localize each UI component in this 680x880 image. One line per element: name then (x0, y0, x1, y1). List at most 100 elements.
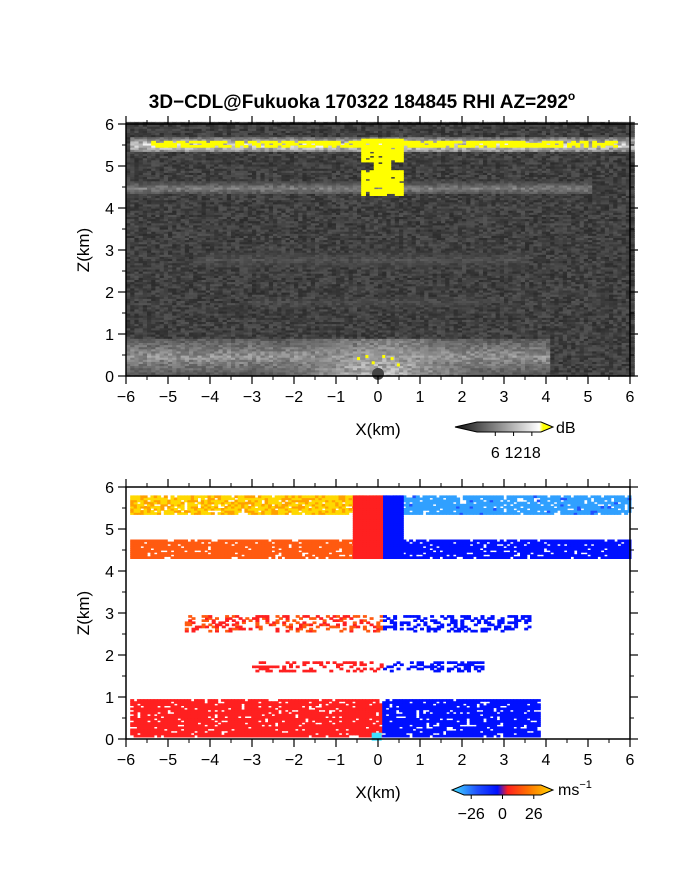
reflectivity-cell (491, 369, 497, 373)
reflectivity-cell (579, 365, 585, 369)
reflectivity-cell (386, 363, 392, 367)
reflectivity-cell (302, 363, 308, 367)
reflectivity-cell (407, 359, 413, 362)
reflectivity-cell (487, 359, 492, 362)
reflectivity-cell (457, 361, 463, 364)
reflectivity-cell (386, 359, 392, 362)
reflectivity-cell (466, 359, 471, 362)
reflectivity-cell (336, 371, 341, 375)
reflectivity-cell (449, 363, 455, 367)
reflectivity-cell (609, 361, 614, 364)
reflectivity-cell (478, 363, 484, 367)
reflectivity-cell (571, 371, 576, 375)
reflectivity-cell (478, 365, 484, 369)
reflectivity-cell (369, 369, 375, 373)
reflectivity-cell (289, 361, 295, 364)
reflectivity-cell (600, 363, 606, 367)
reflectivity-cell (407, 361, 413, 364)
reflectivity-cell (445, 371, 450, 375)
reflectivity-cell (390, 369, 396, 373)
reflectivity-cell (264, 361, 270, 364)
reflectivity-cell (407, 371, 413, 375)
reflectivity-cell (138, 359, 144, 362)
reflectivity-cell (201, 365, 207, 369)
reflectivity-cell (600, 367, 606, 371)
reflectivity-cell (617, 367, 623, 371)
reflectivity-cell (449, 365, 455, 369)
reflectivity-cell (134, 359, 140, 362)
reflectivity-cell (197, 365, 203, 369)
reflectivity-cell (567, 361, 572, 364)
reflectivity-cell (189, 367, 194, 371)
reflectivity-cell (373, 363, 379, 367)
reflectivity-cell (256, 365, 261, 369)
reflectivity-cell (189, 359, 194, 362)
reflectivity-cell (315, 369, 320, 373)
reflectivity-cell (142, 365, 148, 369)
reflectivity-cell (214, 367, 219, 371)
reflectivity-cell (189, 369, 194, 373)
reflectivity-cell (457, 371, 463, 375)
reflectivity-cell (529, 367, 534, 371)
reflectivity-cell (277, 363, 282, 367)
reflectivity-cell (327, 367, 333, 371)
reflectivity-cell (588, 365, 593, 369)
reflectivity-cell (134, 361, 140, 364)
reflectivity-cell (546, 369, 551, 373)
reflectivity-cell (516, 359, 522, 362)
reflectivity-cell (592, 365, 597, 369)
reflectivity-cell (504, 367, 509, 371)
reflectivity-cell (399, 371, 404, 375)
reflectivity-cell (445, 359, 450, 362)
reflectivity-cell (205, 361, 211, 364)
reflectivity-cell (268, 367, 274, 371)
reflectivity-cell (378, 363, 383, 367)
reflectivity-cell (558, 361, 564, 364)
reflectivity-cell (512, 359, 518, 362)
reflectivity-cell (394, 369, 400, 373)
reflectivity-cell (256, 371, 261, 375)
reflectivity-cell (302, 361, 308, 364)
reflectivity-cell (474, 363, 480, 367)
reflectivity-cell (491, 365, 497, 369)
reflectivity-cell (281, 369, 287, 373)
reflectivity-cell (285, 367, 291, 371)
reflectivity-cell (394, 367, 400, 371)
reflectivity-cell (323, 365, 329, 369)
reflectivity-cell (533, 367, 539, 371)
reflectivity-cell (273, 363, 278, 367)
reflectivity-cell (264, 363, 270, 367)
reflectivity-cell (205, 363, 211, 367)
reflectivity-cell (239, 361, 245, 364)
reflectivity-cell (189, 365, 194, 369)
reflectivity-cell (575, 365, 581, 369)
reflectivity-cell (243, 363, 249, 367)
reflectivity-cell (470, 361, 476, 364)
reflectivity-cell (436, 371, 442, 375)
reflectivity-cell (499, 367, 505, 371)
reflectivity-cell (411, 359, 417, 362)
reflectivity-cell (403, 365, 408, 369)
reflectivity-cell (252, 361, 257, 364)
reflectivity-cell (172, 359, 177, 362)
reflectivity-cell (310, 369, 316, 373)
reflectivity-cell (306, 363, 312, 367)
reflectivity-cell (361, 369, 366, 373)
reflectivity-cell (159, 369, 165, 373)
reflectivity-cell (348, 363, 354, 367)
reflectivity-cell (176, 359, 182, 362)
reflectivity-cell (382, 365, 387, 369)
reflectivity-cell (331, 361, 337, 364)
reflectivity-cell (222, 371, 228, 375)
reflectivity-cell (310, 371, 316, 375)
reflectivity-cell (352, 367, 358, 371)
reflectivity-cell (285, 371, 291, 375)
reflectivity-cell (516, 365, 522, 369)
reflectivity-cell (571, 369, 576, 373)
reflectivity-cell (193, 365, 198, 369)
reflectivity-cell (609, 365, 614, 369)
reflectivity-cell (184, 361, 190, 364)
reflectivity-cell (386, 365, 392, 369)
reflectivity-cell (567, 369, 572, 373)
reflectivity-cell (222, 369, 228, 373)
